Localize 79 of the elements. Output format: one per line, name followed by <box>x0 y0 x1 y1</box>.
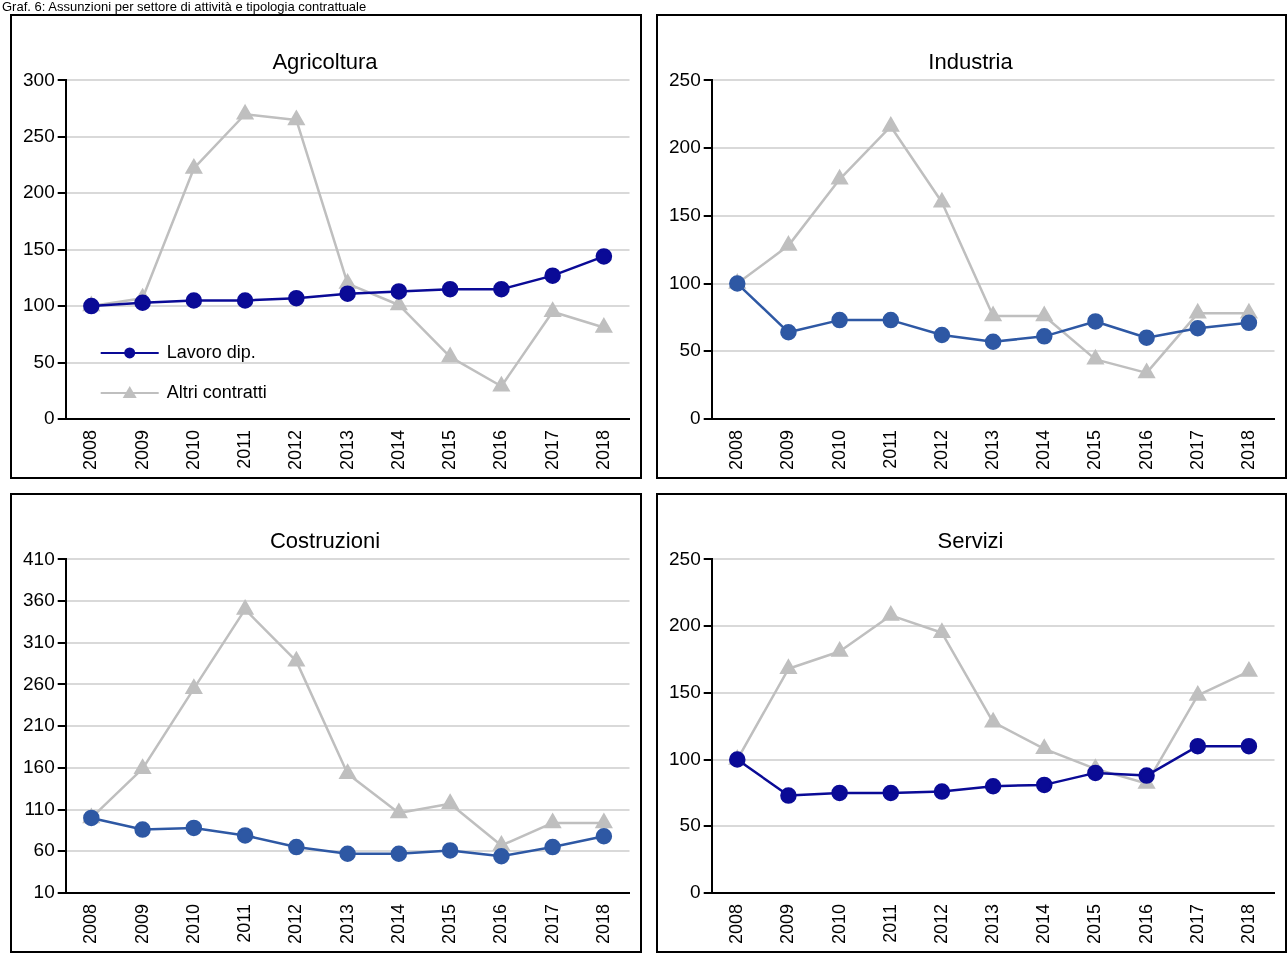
x-tick-label: 2018 <box>1237 429 1258 470</box>
y-tick-label: 10 <box>33 881 55 903</box>
y-tick-label: 100 <box>669 271 701 293</box>
x-tick-label: 2015 <box>1084 903 1105 944</box>
x-tick-label: 2009 <box>777 903 798 944</box>
x-tick-label: 2012 <box>930 429 951 470</box>
y-tick-label: 150 <box>23 237 55 259</box>
x-tick-label: 2014 <box>387 429 408 470</box>
x-tick-label: 2017 <box>1186 429 1207 470</box>
x-tick-label: 2014 <box>1033 429 1054 470</box>
x-tick-label: 2010 <box>828 429 849 470</box>
chart-title: Costruzioni <box>269 528 381 554</box>
x-tick-label: 2018 <box>1237 903 1258 944</box>
x-tick-label: 2016 <box>490 903 511 944</box>
x-tick-label: 2013 <box>336 903 357 944</box>
y-tick-label: 0 <box>44 407 55 429</box>
y-tick-label: 250 <box>23 125 55 147</box>
y-tick-label: 200 <box>669 136 701 158</box>
y-tick-label: 0 <box>690 881 701 903</box>
y-tick-label: 410 <box>23 547 55 569</box>
x-tick-label: 2015 <box>439 429 460 470</box>
x-tick-label: 2008 <box>726 429 747 470</box>
y-tick-label: 260 <box>23 672 55 694</box>
chart-title: Servizi <box>937 528 1004 554</box>
x-tick-label: 2010 <box>828 903 849 944</box>
y-tick-label: 150 <box>669 204 701 226</box>
x-tick-label: 2013 <box>336 429 357 470</box>
x-tick-label: 2009 <box>131 903 152 944</box>
chart-title: Agricoltura <box>272 49 379 75</box>
x-tick-label: 2011 <box>234 429 255 469</box>
x-tick-label: 2018 <box>592 903 613 944</box>
x-tick-label: 2014 <box>1033 903 1054 944</box>
y-tick-label: 200 <box>669 614 701 636</box>
y-tick-label: 200 <box>23 181 55 203</box>
x-tick-label: 2010 <box>182 429 203 470</box>
x-tick-label: 2009 <box>777 429 798 470</box>
y-tick-label: 250 <box>669 547 701 569</box>
x-tick-label: 2008 <box>726 903 747 944</box>
legend-label: Altri contratti <box>166 381 267 402</box>
x-tick-label: 2014 <box>387 903 408 944</box>
chart-title: Industria <box>928 49 1014 75</box>
y-tick-label: 310 <box>23 631 55 653</box>
x-tick-label: 2012 <box>285 903 306 944</box>
y-tick-label: 50 <box>33 350 55 372</box>
legend-label: Lavoro dip. <box>166 341 256 362</box>
x-tick-label: 2015 <box>1084 429 1105 470</box>
y-tick-label: 150 <box>669 681 701 703</box>
y-tick-label: 160 <box>23 756 55 778</box>
x-tick-label: 2016 <box>1135 903 1156 944</box>
x-tick-label: 2012 <box>285 429 306 470</box>
y-tick-label: 0 <box>690 407 701 429</box>
y-tick-label: 210 <box>23 714 55 736</box>
x-tick-label: 2008 <box>80 903 101 944</box>
text: Graf. 6: Assunzioni per settore di attività e tipologia contrattuale <box>2 0 367 14</box>
x-tick-label: 2015 <box>439 903 460 944</box>
y-tick-label: 50 <box>679 339 701 361</box>
x-tick-label: 2018 <box>592 429 613 470</box>
x-tick-label: 2009 <box>131 429 152 470</box>
y-tick-label: 100 <box>23 294 55 316</box>
x-tick-label: 2008 <box>80 429 101 470</box>
x-tick-label: 2016 <box>1135 429 1156 470</box>
y-tick-label: 110 <box>24 797 55 819</box>
x-tick-label: 2017 <box>541 903 562 944</box>
x-tick-label: 2011 <box>879 429 900 469</box>
x-tick-label: 2017 <box>1186 903 1207 944</box>
x-tick-label: 2013 <box>982 429 1003 470</box>
x-tick-label: 2017 <box>541 429 562 470</box>
x-tick-label: 2011 <box>879 903 900 943</box>
y-tick-label: 250 <box>669 68 701 90</box>
y-tick-label: 300 <box>23 68 55 90</box>
y-tick-label: 50 <box>679 814 701 836</box>
x-tick-label: 2012 <box>930 903 951 944</box>
y-tick-label: 100 <box>669 747 701 769</box>
y-tick-label: 60 <box>33 839 55 861</box>
x-tick-label: 2016 <box>490 429 511 470</box>
x-tick-label: 2010 <box>182 903 203 944</box>
x-tick-label: 2011 <box>234 903 255 943</box>
x-tick-label: 2013 <box>982 903 1003 944</box>
y-tick-label: 360 <box>23 589 55 611</box>
